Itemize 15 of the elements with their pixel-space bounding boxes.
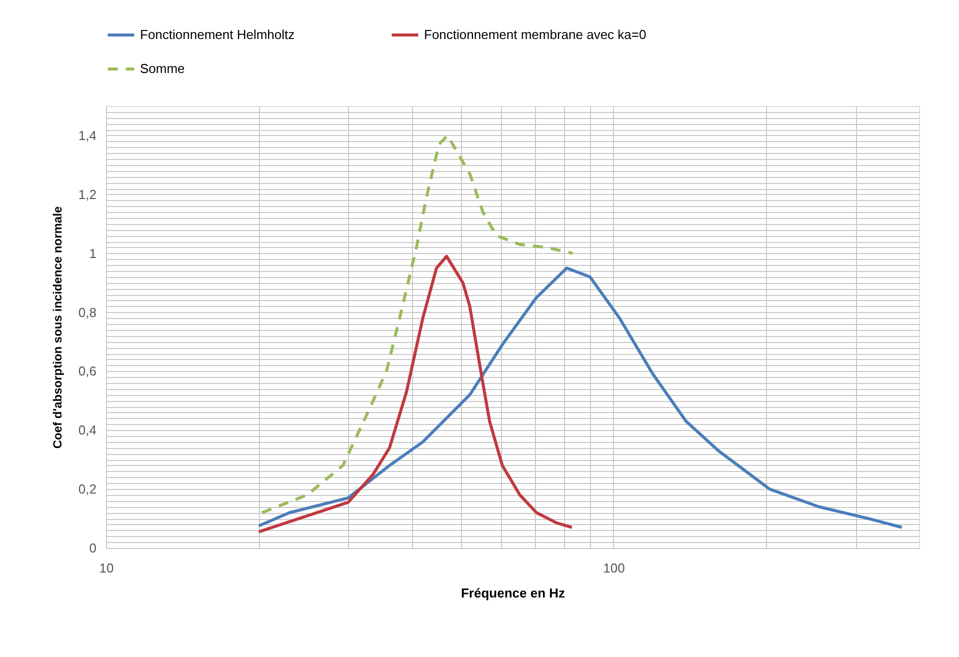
x-axis-title: Fréquence en Hz — [460, 586, 566, 600]
y-tick-label: 1,4 — [78, 128, 96, 143]
x-tick-label: 10 — [99, 560, 114, 576]
y-tick-label: 0,8 — [78, 304, 96, 320]
y-tick-label: 1 — [89, 246, 96, 261]
y-tick-label: 0,6 — [78, 364, 96, 379]
y-axis-title: Coef d'absorption sous incidence normale — [50, 206, 64, 449]
x-tick-label: 100 — [603, 560, 625, 576]
y-tick-label: 0,4 — [78, 422, 96, 438]
y-tick-label: 0 — [89, 540, 96, 556]
y-tick-label: 1,2 — [78, 186, 96, 202]
legend-label: Fonctionnement membrane avec ka=0 — [424, 27, 646, 42]
legend-label: Fonctionnement Helmholtz — [140, 27, 295, 42]
legend-label: Somme — [140, 61, 185, 76]
y-tick-label: 0,2 — [78, 482, 96, 497]
